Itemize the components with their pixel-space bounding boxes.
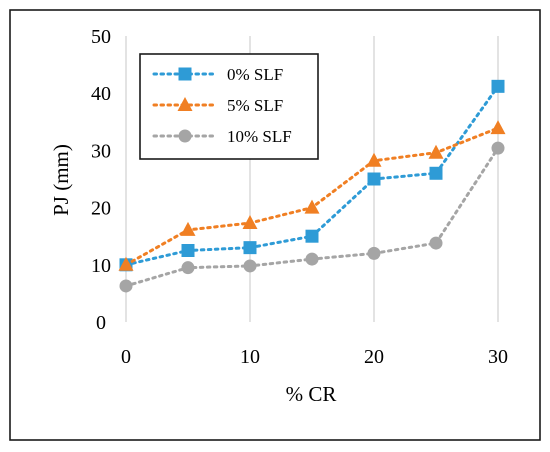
data-point xyxy=(181,261,195,275)
data-point xyxy=(367,246,381,260)
legend-label: 0% SLF xyxy=(227,65,283,84)
x-tick-label: 20 xyxy=(364,346,384,368)
data-point xyxy=(305,229,319,243)
y-tick-label: 20 xyxy=(91,198,111,220)
legend-marker xyxy=(178,129,192,143)
data-point xyxy=(366,152,382,167)
x-tick-label: 0 xyxy=(121,346,131,368)
x-tick-label: 30 xyxy=(488,346,508,368)
data-point xyxy=(305,252,319,266)
y-tick-labels: 0 10 20 30 40 50 xyxy=(91,26,111,334)
series-layer xyxy=(118,79,506,293)
legend-item: 0% SLF xyxy=(152,65,283,84)
legend-label: 5% SLF xyxy=(227,96,283,115)
data-point xyxy=(429,166,443,180)
data-point xyxy=(118,256,134,271)
y-tick-label: 50 xyxy=(91,26,111,48)
legend-item: 10% SLF xyxy=(152,127,292,146)
data-point xyxy=(491,141,505,155)
y-tick-label: 0 xyxy=(96,312,106,334)
legend-marker xyxy=(178,67,192,81)
data-point xyxy=(242,215,258,230)
series-3 xyxy=(119,141,505,293)
data-point xyxy=(180,221,196,236)
y-tick-label: 30 xyxy=(91,140,111,162)
legend-marker xyxy=(177,97,193,111)
data-point xyxy=(243,259,257,273)
data-point xyxy=(243,241,257,255)
x-tick-label: 10 xyxy=(240,346,260,368)
series-2 xyxy=(118,120,506,271)
data-point xyxy=(429,236,443,250)
data-point xyxy=(367,172,381,186)
x-tick-labels: 0 10 20 30 xyxy=(121,346,508,368)
legend-item: 5% SLF xyxy=(152,96,283,115)
data-point xyxy=(491,79,505,93)
data-point xyxy=(119,279,133,293)
legend-label: 10% SLF xyxy=(227,127,292,146)
y-tick-label: 40 xyxy=(91,83,111,105)
legend: 0% SLF 5% SLF 10% SLF xyxy=(139,53,319,160)
data-point xyxy=(181,244,195,257)
x-axis-title: % CR xyxy=(286,382,337,406)
data-point xyxy=(428,144,444,159)
y-tick-label: 10 xyxy=(91,255,111,277)
data-point xyxy=(304,199,320,214)
data-point xyxy=(490,120,506,135)
y-axis-title: PJ (mm) xyxy=(49,144,73,216)
